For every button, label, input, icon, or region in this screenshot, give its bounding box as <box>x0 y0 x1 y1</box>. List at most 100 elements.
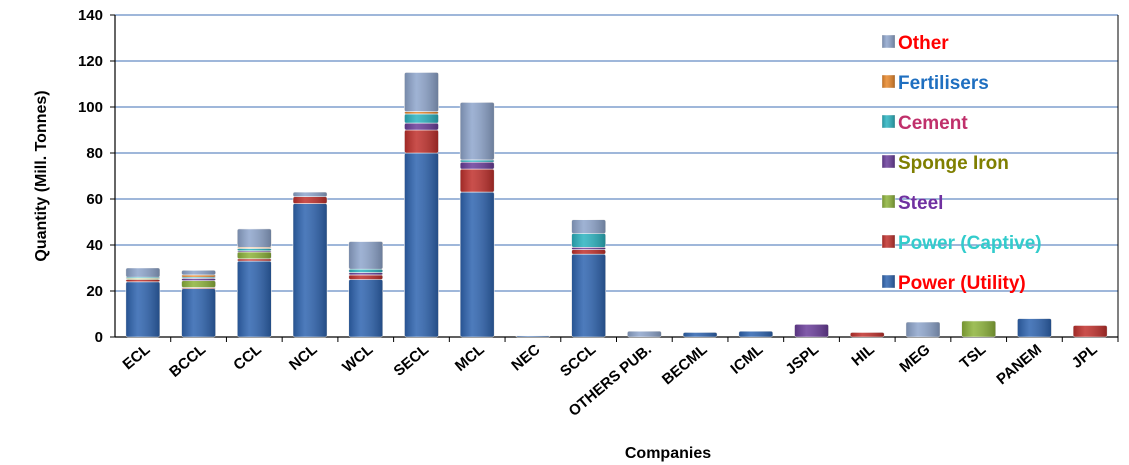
bar-stack-meg <box>905 321 941 338</box>
x-tick-label: JPL <box>1069 341 1101 372</box>
bar-stack-hil <box>849 332 885 338</box>
legend-label: Steel <box>898 193 943 214</box>
legend-label: Power (Captive) <box>898 233 1042 254</box>
legend-swatch-shading <box>882 155 895 168</box>
legend-item: Power (Utility) <box>881 273 1026 294</box>
legend-swatch-shading <box>882 235 895 248</box>
bar-shading <box>348 241 383 270</box>
bar-shading <box>961 320 996 337</box>
y-tick-label: 60 <box>86 191 103 208</box>
bar-shading <box>404 153 439 337</box>
bar-stack-others-pub <box>627 330 662 338</box>
bar-shading <box>460 102 495 160</box>
bar-stack-sccl <box>571 219 606 338</box>
bar-shading <box>905 322 940 337</box>
bar-stack-jpl <box>1072 325 1108 338</box>
bar-stack-nec <box>515 335 551 338</box>
x-tick-label: JSPL <box>782 341 822 378</box>
bar-shading <box>125 279 160 282</box>
bar-shading <box>404 123 439 130</box>
bar-shading <box>237 258 272 262</box>
bar-shading <box>515 335 550 337</box>
x-tick-label: MCL <box>452 341 488 375</box>
x-tick-label: NEC <box>508 341 543 374</box>
x-tick-label: NCL <box>286 341 321 374</box>
legend-swatch-shading <box>882 195 895 208</box>
bar-stack-ccl <box>237 228 272 338</box>
bar-shading <box>1017 318 1052 337</box>
legend-item: Other <box>881 33 949 54</box>
legend-label: Cement <box>898 113 968 134</box>
y-tick-label: 80 <box>86 145 103 162</box>
x-tick-label: SCCL <box>557 341 599 380</box>
bar-shading <box>404 111 439 114</box>
x-tick-label: ECL <box>120 341 154 373</box>
bar-shading <box>237 261 272 337</box>
bar-shading <box>460 162 495 170</box>
legend-label: Fertilisers <box>898 73 989 94</box>
bar-shading <box>794 324 829 337</box>
bar-shading <box>293 196 328 204</box>
x-tick-label: HIL <box>848 341 877 370</box>
bars <box>125 72 1108 338</box>
bar-stack-secl <box>404 72 439 338</box>
legend-item: Steel <box>881 193 943 214</box>
bar-shading <box>181 280 216 288</box>
bar-shading <box>237 228 272 248</box>
bar-shading <box>460 169 495 193</box>
bar-shading <box>181 270 216 275</box>
legend-item: Cement <box>881 113 968 134</box>
legend-swatch-shading <box>882 115 895 128</box>
x-tick-label: PANEM <box>993 341 1045 388</box>
legend-item: Power (Captive) <box>881 233 1042 254</box>
bar-shading <box>683 332 718 337</box>
x-tick-label: ICML <box>727 341 766 378</box>
bar-shading <box>850 332 885 337</box>
y-axis-ticks: 0 20 40 60 80 100 120 140 <box>78 7 115 346</box>
x-tick-label: SECL <box>390 341 432 380</box>
x-tick-label: MEG <box>896 341 933 376</box>
legend-swatch-shading <box>882 35 895 48</box>
legend: Other Fertilisers Cement Sponge Iron Steel Po… <box>881 33 1042 294</box>
bar-shading <box>293 203 328 337</box>
y-axis-title: Quantity (Mill. Tonnes) <box>33 90 50 261</box>
bar-stack-mcl <box>459 102 495 338</box>
legend-label: Sponge Iron <box>898 153 1009 174</box>
bar-stack-becml <box>682 332 718 338</box>
bar-shading <box>571 233 606 248</box>
x-tick-label: BECML <box>659 341 711 388</box>
bar-shading <box>293 192 328 197</box>
x-axis-title: Companies <box>625 445 711 462</box>
legend-swatch-shading <box>882 75 895 88</box>
gridlines <box>115 14 1118 292</box>
bar-shading <box>348 274 383 280</box>
bar-shading <box>571 249 606 255</box>
bar-shading <box>348 272 383 275</box>
x-tick-label: BCCL <box>166 341 209 381</box>
bar-stack-ncl <box>292 191 328 338</box>
bar-stack-ecl <box>125 267 161 338</box>
bar-shading <box>460 192 495 337</box>
y-tick-label: 100 <box>78 99 103 116</box>
bar-shading <box>460 159 495 163</box>
bar-stack-tsl <box>961 320 996 338</box>
bar-shading <box>237 251 272 259</box>
bar-shading <box>181 288 216 337</box>
bar-stack-icml <box>738 330 774 338</box>
bar-stack-wcl <box>348 241 384 338</box>
bar-shading <box>125 281 160 337</box>
legend-label: Power (Utility) <box>898 273 1026 294</box>
bar-shading <box>738 331 773 337</box>
legend-item: Fertilisers <box>881 73 989 94</box>
bar-shading <box>571 219 606 234</box>
bar-shading <box>571 247 606 250</box>
y-tick-label: 0 <box>95 329 103 346</box>
bar-shading <box>404 113 439 124</box>
bar-shading <box>237 248 272 251</box>
y-tick-label: 140 <box>78 7 103 24</box>
bar-shading <box>348 269 383 273</box>
bar-stack-panem <box>1017 318 1052 338</box>
bar-shading <box>627 331 662 337</box>
